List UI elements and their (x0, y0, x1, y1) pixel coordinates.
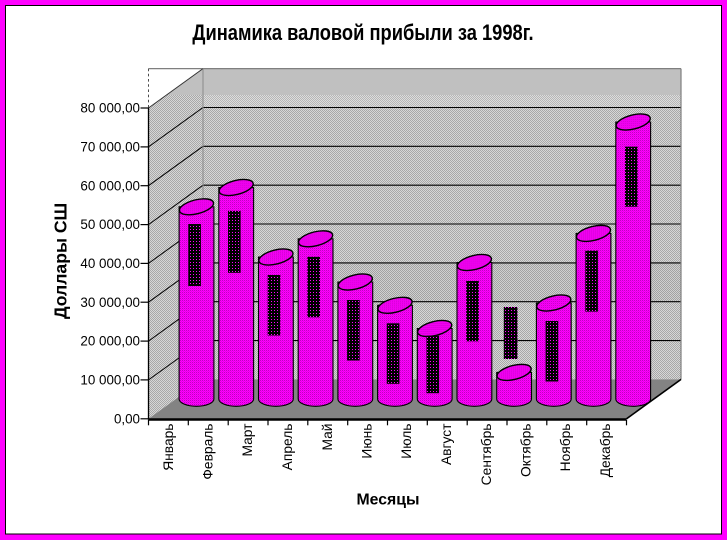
svg-text:Январь: Январь (161, 424, 176, 471)
svg-text:Июнь: Июнь (360, 424, 375, 459)
svg-text:50 000,00: 50 000,00 (80, 217, 140, 232)
svg-text:Май: Май (320, 424, 335, 451)
svg-text:Месяцы: Месяцы (357, 492, 420, 509)
svg-text:0,00: 0,00 (114, 411, 140, 426)
svg-text:70 000,00: 70 000,00 (80, 140, 140, 155)
svg-text:Март: Март (240, 423, 255, 457)
svg-text:Февраль: Февраль (201, 424, 216, 480)
svg-text:Октябрь: Октябрь (519, 424, 534, 477)
svg-text:Июль: Июль (399, 424, 414, 459)
svg-text:Ноябрь: Ноябрь (558, 424, 573, 472)
svg-text:Сентябрь: Сентябрь (479, 424, 494, 486)
svg-text:10 000,00: 10 000,00 (80, 373, 140, 388)
svg-text:Динамика валовой прибыли за 19: Динамика валовой прибыли за 1998г. (192, 22, 533, 46)
svg-text:Декабрь: Декабрь (598, 424, 613, 478)
svg-text:40 000,00: 40 000,00 (80, 256, 140, 271)
svg-text:80 000,00: 80 000,00 (80, 101, 140, 116)
svg-text:Август: Август (439, 423, 454, 465)
svg-text:20 000,00: 20 000,00 (80, 334, 140, 349)
svg-text:Апрель: Апрель (280, 424, 295, 471)
svg-text:60 000,00: 60 000,00 (80, 178, 140, 193)
svg-text:Доллары СШ: Доллары СШ (51, 203, 71, 319)
svg-text:30 000,00: 30 000,00 (80, 295, 140, 310)
